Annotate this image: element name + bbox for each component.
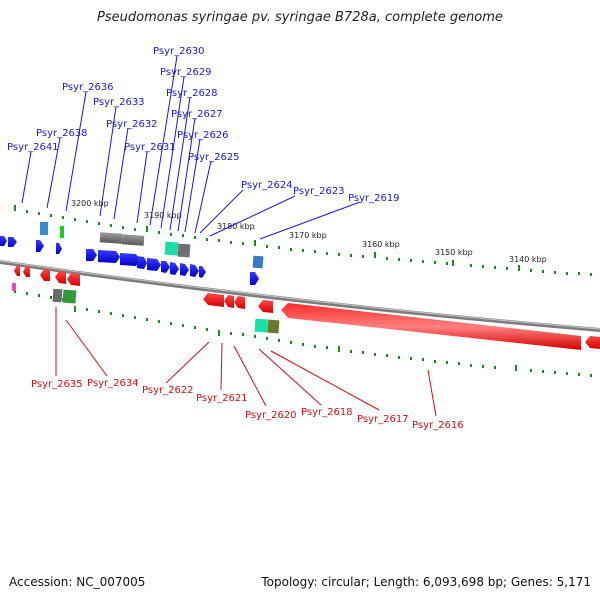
gene-arrow-forward[interactable] bbox=[190, 264, 199, 277]
gene-label-reverse[interactable]: Psyr_2617 bbox=[357, 414, 409, 425]
gene-label-forward[interactable]: Psyr_2623 bbox=[293, 186, 345, 197]
gene-arrow-reverse[interactable] bbox=[40, 269, 50, 281]
inner-tick-ring bbox=[14, 290, 592, 377]
gene-arrow-reverse[interactable] bbox=[14, 265, 20, 276]
reverse-strand-genes bbox=[14, 265, 600, 349]
genome-summary-label: Topology: circular; Length: 6,093,698 bp… bbox=[261, 575, 591, 589]
gene-arrow-reverse[interactable] bbox=[203, 293, 224, 307]
genome-backbone-highlight bbox=[0, 260, 600, 330]
gene-label-forward[interactable]: Psyr_2636 bbox=[62, 82, 114, 93]
gene-arrow-forward[interactable] bbox=[36, 240, 44, 252]
gene-arrow-forward[interactable] bbox=[56, 243, 62, 254]
gene-label-forward[interactable]: Psyr_2619 bbox=[348, 193, 400, 204]
forward-label-lines bbox=[21, 55, 361, 240]
kbp-label: 3200 kbp bbox=[71, 199, 109, 208]
gene-label-forward[interactable]: Psyr_2628 bbox=[166, 88, 218, 99]
map-title: Pseudomonas syringae pv. syringae B728a,… bbox=[97, 10, 503, 25]
gene-label-forward[interactable]: Psyr_2624 bbox=[241, 180, 293, 191]
gene-arrow-reverse[interactable] bbox=[258, 300, 273, 313]
gene-label-forward[interactable]: Psyr_2633 bbox=[93, 97, 145, 108]
gene-label-forward[interactable]: Psyr_2632 bbox=[106, 119, 158, 130]
gene-arrow-forward[interactable] bbox=[8, 237, 17, 247]
gene-arrow-reverse[interactable] bbox=[55, 271, 66, 284]
kbp-label: 3140 kbp bbox=[509, 255, 547, 264]
gene-label-forward[interactable]: Psyr_2626 bbox=[177, 130, 229, 141]
gene-arrow-reverse[interactable] bbox=[224, 295, 234, 308]
gene-label-reverse[interactable]: Psyr_2620 bbox=[245, 410, 297, 421]
accession-label: Accession: NC_007005 bbox=[9, 575, 146, 589]
gene-label-forward[interactable]: Psyr_2627 bbox=[171, 109, 223, 120]
gene-label-reverse[interactable]: Psyr_2622 bbox=[142, 385, 194, 396]
gene-arrow-reverse[interactable] bbox=[585, 336, 600, 349]
gene-label-forward[interactable]: Psyr_2631 bbox=[124, 142, 176, 153]
gene-arrow-forward[interactable] bbox=[199, 266, 206, 278]
gene-arrow-reverse[interactable] bbox=[234, 296, 245, 309]
gene-arrow-forward[interactable] bbox=[161, 261, 170, 273]
kbp-label: 3150 kbp bbox=[435, 248, 473, 257]
gene-arrow-forward[interactable] bbox=[137, 256, 147, 269]
gene-label-forward[interactable]: Psyr_2625 bbox=[188, 152, 240, 163]
gene-arrow-reverse[interactable] bbox=[23, 266, 30, 277]
gene-arrow-forward[interactable] bbox=[180, 263, 189, 276]
outer-tick-ring bbox=[14, 205, 592, 276]
gene-arrow-forward[interactable] bbox=[170, 262, 179, 275]
gene-label-reverse[interactable]: Psyr_2616 bbox=[412, 420, 464, 431]
forward-feature-blocks bbox=[40, 222, 264, 269]
gene-label-forward[interactable]: Psyr_2641 bbox=[7, 142, 59, 153]
reverse-label-lines bbox=[55, 307, 437, 417]
gene-arrow-reverse-large[interactable] bbox=[281, 303, 581, 350]
gene-label-forward[interactable]: Psyr_2638 bbox=[36, 128, 88, 139]
kbp-label: 3170 kbp bbox=[289, 231, 327, 240]
gene-label-forward[interactable]: Psyr_2629 bbox=[160, 67, 212, 78]
gene-arrow-forward[interactable] bbox=[250, 272, 259, 285]
gene-label-reverse[interactable]: Psyr_2635 bbox=[31, 379, 83, 390]
genome-backbone bbox=[0, 260, 600, 332]
kbp-label: 3160 kbp bbox=[362, 240, 400, 249]
gene-label-reverse[interactable]: Psyr_2618 bbox=[301, 407, 353, 418]
gene-arrow-forward[interactable] bbox=[147, 258, 161, 271]
forward-strand-genes bbox=[0, 236, 259, 285]
gene-arrow-forward[interactable] bbox=[86, 249, 97, 261]
gene-arrow-reverse[interactable] bbox=[67, 273, 80, 286]
gene-arrow-forward[interactable] bbox=[120, 253, 140, 266]
gene-label-reverse[interactable]: Psyr_2621 bbox=[196, 393, 248, 404]
kbp-label: 3180 kbp bbox=[217, 222, 255, 231]
gene-label-forward[interactable]: Psyr_2630 bbox=[153, 46, 205, 57]
gene-label-reverse[interactable]: Psyr_2634 bbox=[87, 378, 139, 389]
reverse-feature-blocks bbox=[12, 283, 280, 334]
gene-arrow-forward[interactable] bbox=[0, 236, 7, 246]
gene-arrow-forward[interactable] bbox=[98, 250, 120, 263]
